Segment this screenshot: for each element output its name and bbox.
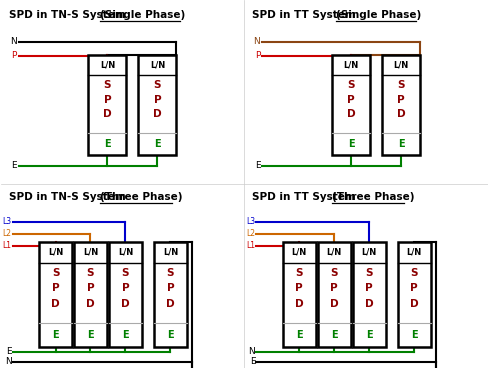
Text: S: S bbox=[52, 268, 59, 278]
Text: P: P bbox=[11, 52, 17, 60]
Text: E: E bbox=[254, 162, 260, 170]
Text: D: D bbox=[166, 298, 174, 309]
Text: D: D bbox=[396, 109, 405, 119]
Text: L/N: L/N bbox=[118, 248, 133, 256]
Text: P: P bbox=[409, 283, 417, 293]
Text: L3: L3 bbox=[2, 217, 12, 226]
Text: S: S bbox=[295, 268, 303, 278]
Text: P: P bbox=[122, 283, 129, 293]
Text: D: D bbox=[86, 298, 95, 309]
Text: S: S bbox=[86, 268, 94, 278]
Bar bbox=[317, 241, 350, 347]
Text: E: E bbox=[167, 330, 173, 340]
Text: P: P bbox=[295, 283, 303, 293]
Text: P: P bbox=[103, 95, 111, 105]
Text: N: N bbox=[253, 38, 260, 46]
Bar bbox=[154, 241, 186, 347]
Text: P: P bbox=[52, 283, 59, 293]
Bar bbox=[109, 241, 142, 347]
Text: E: E bbox=[154, 139, 161, 149]
Text: L/N: L/N bbox=[326, 248, 341, 256]
Text: E: E bbox=[397, 139, 404, 149]
Text: S: S bbox=[122, 268, 129, 278]
Text: P: P bbox=[346, 95, 354, 105]
Text: D: D bbox=[103, 109, 112, 119]
Text: E: E bbox=[11, 162, 17, 170]
Text: (Three Phase): (Three Phase) bbox=[331, 192, 414, 202]
Text: E: E bbox=[365, 330, 372, 340]
Text: L3: L3 bbox=[245, 217, 255, 226]
Bar bbox=[74, 241, 107, 347]
Text: D: D bbox=[294, 298, 303, 309]
Bar bbox=[88, 55, 126, 155]
Text: P: P bbox=[153, 95, 161, 105]
Text: (Single Phase): (Single Phase) bbox=[336, 10, 421, 20]
Text: (Three Phase): (Three Phase) bbox=[100, 192, 183, 202]
Text: S: S bbox=[103, 80, 111, 90]
Text: D: D bbox=[51, 298, 60, 309]
Text: L/N: L/N bbox=[163, 248, 178, 256]
Text: L/N: L/N bbox=[406, 248, 421, 256]
Text: D: D bbox=[346, 109, 355, 119]
Text: SPD in TN-S System: SPD in TN-S System bbox=[9, 192, 129, 202]
Text: S: S bbox=[365, 268, 372, 278]
Text: N: N bbox=[5, 357, 12, 367]
Text: S: S bbox=[409, 268, 417, 278]
Bar bbox=[381, 55, 419, 155]
Text: D: D bbox=[153, 109, 162, 119]
Text: E: E bbox=[249, 357, 255, 367]
Text: SPD in TN-S System: SPD in TN-S System bbox=[9, 10, 129, 20]
Text: N: N bbox=[10, 38, 17, 46]
Text: P: P bbox=[330, 283, 337, 293]
Text: L/N: L/N bbox=[393, 60, 408, 70]
Text: L/N: L/N bbox=[149, 60, 164, 70]
Text: E: E bbox=[6, 347, 12, 357]
Bar bbox=[39, 241, 72, 347]
Text: P: P bbox=[396, 95, 404, 105]
Text: E: E bbox=[104, 139, 111, 149]
Text: S: S bbox=[346, 80, 354, 90]
Bar bbox=[138, 55, 176, 155]
Text: S: S bbox=[330, 268, 337, 278]
Text: D: D bbox=[364, 298, 373, 309]
Text: P: P bbox=[365, 283, 372, 293]
Text: (Single Phase): (Single Phase) bbox=[100, 10, 185, 20]
Text: D: D bbox=[329, 298, 338, 309]
Bar bbox=[397, 241, 430, 347]
Text: E: E bbox=[410, 330, 417, 340]
Bar bbox=[331, 55, 369, 155]
Text: E: E bbox=[330, 330, 337, 340]
Text: S: S bbox=[397, 80, 404, 90]
Text: L1: L1 bbox=[246, 241, 255, 251]
Text: P: P bbox=[166, 283, 174, 293]
Text: E: E bbox=[295, 330, 302, 340]
Text: D: D bbox=[409, 298, 418, 309]
Text: SPD in TT System: SPD in TT System bbox=[252, 192, 359, 202]
Text: L2: L2 bbox=[2, 230, 12, 238]
Text: S: S bbox=[153, 80, 161, 90]
Text: L/N: L/N bbox=[343, 60, 358, 70]
Text: E: E bbox=[52, 330, 59, 340]
Text: N: N bbox=[248, 347, 255, 357]
Text: L2: L2 bbox=[246, 230, 255, 238]
Text: E: E bbox=[347, 139, 354, 149]
Text: L/N: L/N bbox=[82, 248, 98, 256]
Text: P: P bbox=[254, 52, 260, 60]
Text: D: D bbox=[121, 298, 129, 309]
Bar bbox=[282, 241, 315, 347]
Text: E: E bbox=[122, 330, 128, 340]
Text: L/N: L/N bbox=[291, 248, 306, 256]
Text: SPD in TT System: SPD in TT System bbox=[252, 10, 359, 20]
Text: L/N: L/N bbox=[361, 248, 376, 256]
Text: E: E bbox=[87, 330, 94, 340]
Text: L/N: L/N bbox=[100, 60, 115, 70]
Text: S: S bbox=[166, 268, 174, 278]
Text: L/N: L/N bbox=[48, 248, 63, 256]
Bar bbox=[352, 241, 385, 347]
Text: P: P bbox=[86, 283, 94, 293]
Text: L1: L1 bbox=[2, 241, 12, 251]
